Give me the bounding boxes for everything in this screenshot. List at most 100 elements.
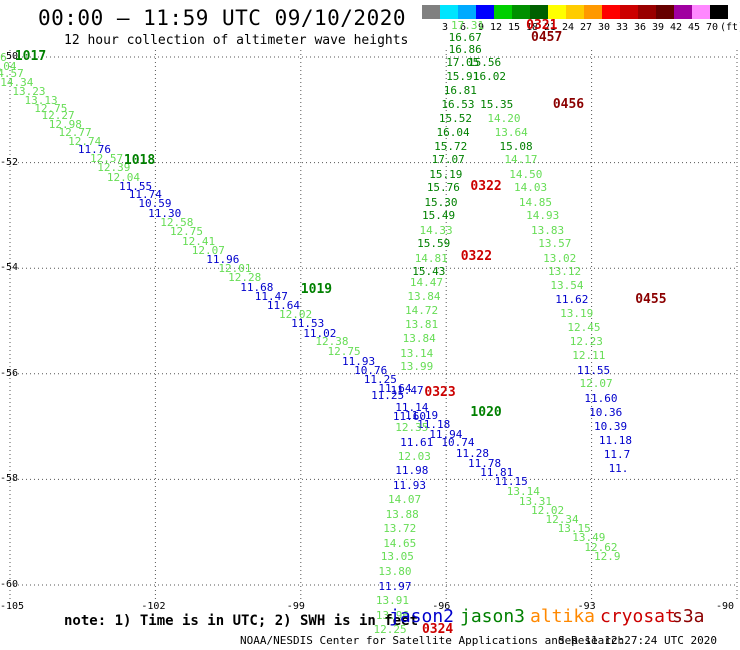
color-scale-swatches: [422, 5, 728, 19]
wave-height-value: 16.04: [436, 125, 470, 139]
wave-height-value: 12.38: [315, 335, 349, 349]
wave-height-value: 11.61: [400, 436, 434, 450]
wave-height-value: 16.53: [441, 97, 475, 111]
wave-height-value: 15.72: [434, 139, 468, 153]
latitude-label: -58: [0, 473, 19, 485]
wave-height-value: 11.97: [378, 580, 412, 594]
color-scale-swatch: [656, 5, 674, 19]
wave-height-value: 10.74: [441, 436, 475, 450]
pass-time-label: 0457: [531, 29, 563, 45]
color-scale-swatch: [674, 5, 692, 19]
wave-height-value: 13.99: [400, 360, 434, 374]
wave-height-value: 11.47: [254, 289, 288, 303]
wave-height-value: 12.02: [531, 504, 565, 518]
wave-height-value: 15.91: [446, 70, 480, 83]
longitude-label: -90: [716, 601, 735, 612]
wave-height-value: 11.60: [392, 410, 426, 424]
wave-height-value: 15.08: [499, 139, 533, 153]
color-scale-swatch: [710, 5, 728, 19]
wave-height-value: 11.14: [395, 400, 429, 414]
color-scale-label: 12: [489, 22, 502, 33]
wave-height-value: 12.98: [48, 117, 82, 131]
wave-height-value: 13.64: [494, 125, 528, 139]
color-scale-label: 6: [459, 22, 466, 33]
latitude-label: -52: [0, 156, 19, 168]
wave-height-value: 12.07: [579, 377, 613, 391]
wave-height-value: 16.67: [448, 30, 482, 44]
legend-altika: altika: [530, 606, 596, 627]
pass-time-label: 0455: [635, 291, 667, 307]
wave-height-value: 12.27: [41, 109, 75, 123]
pass-time-label: 1018: [123, 153, 156, 169]
color-scale-label: 30: [597, 22, 610, 33]
color-scale-swatch: [638, 5, 656, 19]
wave-height-value: 11.76: [77, 142, 111, 156]
wave-height-value: 11.98: [395, 464, 429, 478]
wave-height-value: 11.68: [240, 280, 274, 294]
wave-height-value: 15.76: [426, 181, 460, 195]
wave-height-value: 16.81: [443, 83, 477, 97]
wave-height-value: 13.14: [400, 346, 434, 360]
color-scale-swatch: [458, 5, 476, 19]
wave-height-value: 13.02: [543, 251, 577, 265]
wave-height-value: 12.39: [97, 160, 131, 174]
wave-height-value: 14.81: [414, 251, 448, 265]
wave-height-value: 11.60: [584, 391, 618, 405]
wave-height-value: 14.34: [0, 76, 34, 90]
wave-height-value: 11.74: [128, 188, 162, 202]
wave-height-value: 11.55: [577, 363, 611, 377]
wave-height-value: 13.31: [518, 494, 553, 508]
wave-height-value: 11.28: [455, 447, 490, 460]
latitude-label: -50: [0, 51, 19, 62]
wave-height-value: 15.49: [421, 209, 456, 223]
color-scale-swatch: [692, 5, 710, 19]
wave-height-value: 12.9: [594, 549, 621, 563]
wave-height-value: 12.77: [58, 125, 92, 139]
color-scale-label: 18: [525, 22, 538, 33]
wave-height-value: 10.36: [589, 405, 623, 419]
wave-height-value: 11.18: [417, 418, 451, 432]
wave-height-value: 14.03: [514, 181, 548, 195]
color-scale-label: 39: [651, 22, 664, 33]
wave-height-value: 11.25: [363, 373, 397, 387]
wave-height-value: 14.20: [487, 111, 521, 125]
wave-height-value: 13.12: [547, 265, 582, 279]
pass-time-label: 0322: [460, 248, 493, 264]
color-scale-swatch: [566, 5, 584, 19]
color-scale-label: 70: [705, 22, 718, 33]
wave-height-value: 13.88: [385, 507, 419, 521]
wave-height-value: 14.85: [518, 195, 553, 209]
legend-jason2: jason2: [389, 606, 455, 627]
color-scale-label: 3: [441, 22, 448, 33]
wave-height-value: 13.80: [378, 565, 412, 579]
wave-height-value: 16.02: [472, 70, 506, 83]
legend-s3a: s3a: [672, 606, 705, 627]
wave-height-value: 14.46: [0, 51, 7, 64]
wave-height-value: 15.30: [424, 195, 458, 209]
wave-height-value: 17.07: [431, 153, 465, 167]
wave-height-value: 13.05: [380, 550, 414, 564]
wave-height-value: 15.19: [429, 167, 463, 181]
wave-height-value: 13.54: [550, 279, 584, 293]
color-scale-label: 9: [477, 22, 484, 33]
color-scale-swatch: [548, 5, 566, 19]
wave-height-value: 13.84: [402, 331, 436, 345]
wave-height-value: 12.57: [89, 152, 124, 166]
wave-height-value: 11.47: [390, 383, 424, 397]
map-subtitle: 12 hour collection of altimeter wave hei…: [64, 33, 409, 48]
wave-height-value: 17.31: [451, 19, 485, 33]
wave-height-value: 12.03: [397, 449, 431, 463]
legend-jason3: jason3: [460, 606, 526, 627]
latitude-label: -54: [0, 262, 19, 274]
wave-height-value: 14.33: [419, 223, 453, 237]
wave-height-value: 12.41: [182, 234, 216, 248]
wave-height-value: 12.45: [567, 321, 601, 335]
wave-height-value: 13.14: [506, 485, 540, 499]
color-scale-swatch: [602, 5, 620, 19]
wave-height-value: 14.04: [0, 59, 17, 73]
color-scale-swatch: [476, 5, 494, 19]
pass-time-label: 0323: [424, 384, 456, 400]
